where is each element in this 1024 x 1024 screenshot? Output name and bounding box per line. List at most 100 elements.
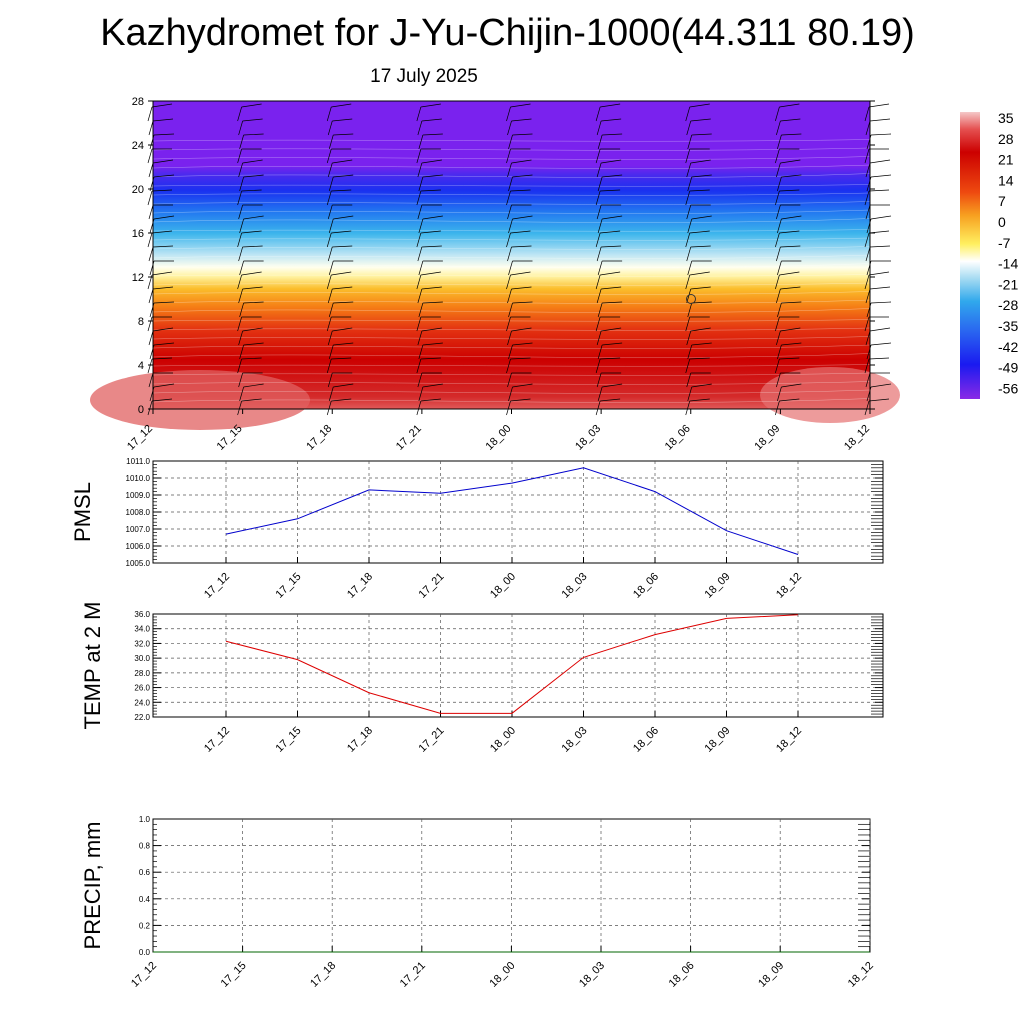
wind-barb-staff bbox=[864, 358, 870, 374]
wind-barb-staff bbox=[418, 218, 424, 234]
wind-barb-staff bbox=[864, 106, 870, 122]
x-tick-label: 18_03 bbox=[573, 423, 603, 453]
wind-barb-staff bbox=[775, 232, 780, 248]
wind-barb-staff bbox=[686, 120, 692, 136]
contour-line bbox=[152, 344, 871, 349]
wind-barb-flag bbox=[153, 215, 175, 220]
x-tick-label: 18_09 bbox=[703, 571, 733, 601]
wind-barb-staff bbox=[418, 134, 424, 150]
wind-barb-flag bbox=[241, 271, 262, 276]
wind-barb-flag bbox=[779, 103, 800, 108]
wind-barb-flag bbox=[691, 174, 712, 178]
wind-barb-staff bbox=[238, 288, 243, 304]
wind-barb-flag bbox=[691, 342, 712, 346]
wind-barb-flag bbox=[510, 230, 531, 234]
wind-barb-staff bbox=[777, 176, 782, 192]
wind-barb-flag bbox=[691, 215, 712, 220]
y-tick-label: 20 bbox=[132, 184, 144, 196]
contour-line bbox=[152, 299, 871, 304]
wind-barb-flag bbox=[601, 245, 622, 248]
wind-barb-flag bbox=[332, 245, 353, 248]
wind-barb-flag bbox=[153, 133, 175, 136]
wind-barb-staff bbox=[327, 288, 333, 304]
wind-barb-flag bbox=[868, 357, 890, 360]
wind-barb-staff bbox=[147, 106, 153, 122]
wind-barb-staff bbox=[238, 372, 243, 388]
contour-line bbox=[152, 389, 871, 394]
wind-barb-staff bbox=[685, 358, 691, 374]
y-tick-label: 1.0 bbox=[139, 815, 151, 824]
contour-line bbox=[152, 139, 871, 142]
wind-barb-flag bbox=[600, 357, 621, 360]
y-axis-label: PMSL bbox=[70, 482, 95, 542]
wind-barb-flag bbox=[602, 174, 623, 178]
x-tick-label: 18_03 bbox=[560, 725, 590, 755]
wind-barb-flag bbox=[422, 383, 443, 388]
wind-barb-staff bbox=[237, 232, 242, 248]
wind-barb-staff bbox=[237, 316, 242, 332]
y-tick-label: 8 bbox=[138, 316, 144, 328]
colorbar-label: 7 bbox=[998, 193, 1006, 209]
wind-barb-flag bbox=[512, 133, 533, 136]
wind-barb-staff bbox=[328, 176, 334, 192]
wind-barb-flag bbox=[151, 189, 173, 192]
y-tick-label: 0.4 bbox=[139, 895, 151, 904]
wind-barb-staff bbox=[866, 260, 872, 276]
wind-barb-staff bbox=[237, 148, 242, 164]
wind-barb-staff bbox=[418, 386, 424, 402]
wind-barb-flag bbox=[152, 118, 174, 122]
wind-barb-staff bbox=[686, 162, 692, 178]
wind-barb-flag bbox=[152, 245, 174, 248]
wind-barb-flag bbox=[781, 342, 802, 346]
wind-barb-flag bbox=[241, 189, 262, 192]
wind-barb-staff bbox=[328, 134, 334, 150]
wind-barb-staff bbox=[506, 106, 511, 122]
wind-barb-staff bbox=[507, 204, 512, 220]
wind-barb-flag bbox=[242, 327, 263, 332]
series-line bbox=[225, 614, 799, 714]
wind-barb-staff bbox=[238, 204, 243, 220]
wind-barb-staff bbox=[508, 176, 513, 192]
wind-barb-staff bbox=[506, 400, 511, 416]
wind-barb-staff bbox=[597, 134, 603, 150]
wind-barb-staff bbox=[685, 316, 691, 332]
wind-barb-staff bbox=[775, 358, 780, 374]
temp2m-panel: 22.0 24.0 26.0 28.0 30.0 32.0 34.0 36.0 17_12 17_… bbox=[80, 602, 884, 755]
wind-barb-staff bbox=[148, 246, 154, 262]
wind-barb-flag bbox=[332, 118, 353, 122]
wind-barb-staff bbox=[327, 246, 333, 262]
wind-barb-staff bbox=[327, 330, 333, 346]
wind-barb-staff bbox=[326, 106, 332, 122]
wind-barb-flag bbox=[512, 342, 533, 346]
wind-barb-staff bbox=[596, 204, 602, 220]
wind-barb-staff bbox=[327, 162, 333, 178]
wind-barb-flag bbox=[332, 159, 353, 164]
y-tick-label: 0.0 bbox=[139, 948, 151, 957]
wind-barb-staff bbox=[597, 260, 603, 276]
wind-barb-staff bbox=[328, 386, 334, 402]
y-tick-label: 16 bbox=[132, 228, 144, 240]
wind-barb-flag bbox=[870, 215, 892, 220]
x-tick-label: 17_12 bbox=[202, 571, 232, 601]
x-tick-label: 17_12 bbox=[202, 725, 232, 755]
wind-barb-staff bbox=[597, 386, 603, 402]
wind-barb-flag bbox=[690, 286, 711, 290]
x-tick-label: 18_03 bbox=[577, 960, 607, 990]
y-axis-label: TEMP at 2 M bbox=[80, 602, 105, 730]
wind-barb-staff bbox=[776, 288, 781, 304]
x-tick-label: 18_03 bbox=[560, 571, 590, 601]
chart-subtitle: 17 July 2025 bbox=[370, 66, 478, 87]
wind-barb-flag bbox=[420, 230, 441, 234]
wind-barb-staff bbox=[865, 246, 871, 262]
wind-barb-staff bbox=[596, 162, 602, 178]
wind-barb-flag bbox=[870, 383, 892, 388]
wind-barb-staff bbox=[866, 176, 872, 192]
wind-barb-flag bbox=[868, 103, 890, 108]
wind-barb-staff bbox=[866, 302, 872, 318]
wind-barb-staff bbox=[417, 120, 423, 136]
wind-barb-staff bbox=[238, 330, 243, 346]
wind-barb-staff bbox=[596, 330, 602, 346]
wind-barb-staff bbox=[507, 288, 512, 304]
y-tick-label: 1008.0 bbox=[126, 508, 151, 517]
wind-barb-staff bbox=[418, 344, 424, 360]
